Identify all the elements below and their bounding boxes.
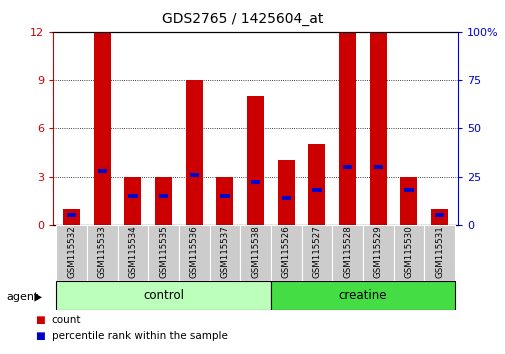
Text: GSM115534: GSM115534 xyxy=(128,225,137,278)
Bar xyxy=(312,188,321,192)
Text: GSM115529: GSM115529 xyxy=(373,225,382,278)
Bar xyxy=(373,165,382,169)
Bar xyxy=(93,32,111,225)
Bar xyxy=(67,213,76,217)
Bar xyxy=(185,80,202,225)
Bar xyxy=(423,225,454,281)
Text: GSM115536: GSM115536 xyxy=(189,225,198,278)
Text: GSM115538: GSM115538 xyxy=(250,225,260,278)
Bar xyxy=(209,225,240,281)
Bar xyxy=(301,225,332,281)
Bar xyxy=(56,225,87,281)
Bar xyxy=(189,173,198,177)
Bar xyxy=(281,196,290,200)
Text: percentile rank within the sample: percentile rank within the sample xyxy=(52,331,227,341)
Bar xyxy=(155,177,172,225)
Bar xyxy=(148,225,178,281)
Bar xyxy=(246,96,264,225)
Bar xyxy=(270,281,454,310)
Text: GSM115535: GSM115535 xyxy=(159,225,168,278)
Bar xyxy=(128,194,137,198)
Bar xyxy=(342,165,351,169)
Bar xyxy=(240,225,270,281)
Text: control: control xyxy=(143,289,184,302)
Bar xyxy=(362,225,393,281)
Text: GSM115527: GSM115527 xyxy=(312,225,321,278)
Bar xyxy=(178,225,209,281)
Bar xyxy=(250,180,260,184)
Bar xyxy=(369,32,386,225)
Text: GDS2765 / 1425604_at: GDS2765 / 1425604_at xyxy=(162,12,323,27)
Text: GSM115532: GSM115532 xyxy=(67,225,76,278)
Bar xyxy=(97,169,107,173)
Bar xyxy=(87,225,117,281)
Bar xyxy=(393,225,423,281)
Text: GSM115528: GSM115528 xyxy=(342,225,351,278)
Bar xyxy=(159,194,168,198)
Text: agent: agent xyxy=(7,292,39,302)
Text: ■: ■ xyxy=(35,315,45,325)
Text: GSM115533: GSM115533 xyxy=(97,225,107,278)
Bar xyxy=(124,177,141,225)
Bar xyxy=(434,213,443,217)
Bar xyxy=(56,281,270,310)
Bar xyxy=(117,225,148,281)
Bar xyxy=(216,177,233,225)
Bar xyxy=(277,160,294,225)
Bar xyxy=(399,177,417,225)
Text: GSM115526: GSM115526 xyxy=(281,225,290,278)
Bar xyxy=(430,209,447,225)
Bar xyxy=(332,225,362,281)
Bar xyxy=(270,225,301,281)
Polygon shape xyxy=(34,293,42,302)
Bar xyxy=(338,32,355,225)
Text: GSM115537: GSM115537 xyxy=(220,225,229,278)
Bar xyxy=(63,209,80,225)
Text: ■: ■ xyxy=(35,331,45,341)
Text: creatine: creatine xyxy=(338,289,386,302)
Bar xyxy=(220,194,229,198)
Text: count: count xyxy=(52,315,81,325)
Text: GSM115530: GSM115530 xyxy=(403,225,413,278)
Bar xyxy=(403,188,413,192)
Bar xyxy=(308,144,325,225)
Text: GSM115531: GSM115531 xyxy=(434,225,443,278)
